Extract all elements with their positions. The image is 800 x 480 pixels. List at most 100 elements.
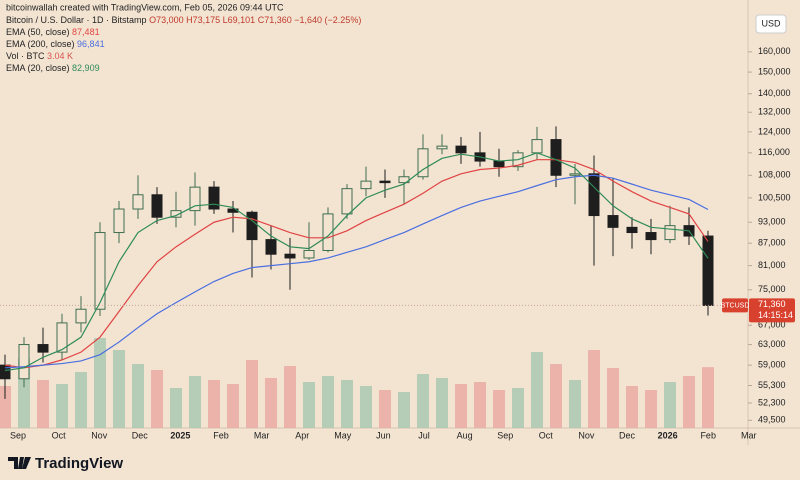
legend-name: Vol · BTC (6, 51, 45, 61)
candle-body (208, 186, 220, 210)
volume-bar (227, 384, 239, 428)
x-tick-label: Aug (457, 430, 473, 440)
y-tick-label: 108,000 (758, 170, 791, 180)
volume-bar (645, 390, 657, 428)
x-tick-label: Mar (741, 430, 757, 440)
legend-line: Vol · BTC 3.04 K (6, 51, 73, 61)
volume-bar (322, 376, 334, 428)
candle-body (360, 180, 372, 190)
y-tick-label: 100,500 (758, 192, 791, 202)
ohlc: H73,175 (186, 15, 220, 25)
volume-bar (436, 378, 448, 428)
y-tick-label: 55,300 (758, 380, 786, 390)
credit: bitcoinwallah created with TradingView.c… (6, 2, 284, 12)
volume-bar (151, 370, 163, 428)
candle-body (18, 344, 30, 380)
ohlc: O73,000 (149, 15, 184, 25)
candle-body (189, 186, 201, 212)
y-tick-label: 59,000 (758, 360, 786, 370)
symbol: Bitcoin / U.S. Dollar · 1D · Bitstamp (6, 15, 147, 25)
candle-body (455, 145, 467, 154)
volume-bar (56, 384, 68, 428)
volume-bar (94, 338, 106, 428)
volume-bar (75, 372, 87, 428)
y-tick-label: 87,000 (758, 238, 786, 248)
legend-value: 96,841 (77, 39, 105, 49)
volume-bar (683, 376, 695, 428)
x-tick-label: Dec (132, 430, 149, 440)
volume-bar (702, 367, 714, 428)
volume-bar (265, 378, 277, 428)
legend-value: 3.04 K (47, 51, 73, 61)
x-tick-label: Feb (213, 430, 229, 440)
candle-body (645, 232, 657, 241)
y-tick-label: 52,300 (758, 397, 786, 407)
candle-body (170, 210, 182, 218)
x-tick-label: Oct (539, 430, 554, 440)
candle-body (664, 225, 676, 241)
ohlc: L69,101 (223, 15, 256, 25)
volume-bar (474, 382, 486, 428)
x-tick-label: Apr (295, 430, 309, 440)
candle-body (569, 173, 581, 176)
y-tick-label: 75,000 (758, 284, 786, 294)
ema-line (4, 174, 709, 369)
x-tick-label: Dec (619, 430, 636, 440)
legend-line: EMA (200, close) 96,841 (6, 39, 105, 49)
volume-bar (626, 386, 638, 428)
y-tick-label: 124,000 (758, 126, 791, 136)
volume-bar (208, 380, 220, 428)
candle-body (626, 226, 638, 234)
y-tick-label: 49,500 (758, 415, 786, 425)
volume-bar (550, 364, 562, 428)
logo-icon (8, 457, 31, 469)
y-tick-label: 150,000 (758, 66, 791, 76)
candle-body (531, 139, 543, 154)
plot (0, 126, 714, 428)
volume-bar (170, 388, 182, 428)
candle-body (417, 148, 429, 178)
candle-body (284, 253, 296, 259)
y-tick-label: 140,000 (758, 88, 791, 98)
symbol-tag-box (722, 298, 748, 313)
y-tick-label: 93,000 (758, 217, 786, 227)
volume-bar (664, 382, 676, 428)
countdown: 14:15:14 (758, 310, 793, 320)
x-tick-label: Nov (578, 430, 595, 440)
x-tick-label: 2025 (170, 430, 190, 440)
ema-line (4, 159, 709, 369)
candle-body (379, 180, 391, 184)
volume-bar (455, 384, 467, 428)
volume-bar (246, 360, 258, 428)
candle-body (322, 213, 334, 251)
y-tick-label: 160,000 (758, 46, 791, 56)
candle-body (550, 139, 562, 176)
candle-body (94, 232, 106, 310)
volume-bar (37, 380, 49, 428)
symbol-tag: BTCUSD (721, 302, 750, 309)
brand: TradingView (35, 455, 123, 472)
candle-body (75, 308, 87, 324)
candle-body (607, 215, 619, 228)
volume-bar (607, 368, 619, 428)
candle-body (341, 188, 353, 215)
candle-body (588, 173, 600, 217)
candle-body (113, 208, 125, 234)
x-tick-label: Jul (418, 430, 430, 440)
legend-name: EMA (20, close) (6, 63, 70, 73)
currency[interactable]: USD (761, 18, 781, 28)
candle-body (151, 194, 163, 218)
change: −1,640 (−2.25%) (294, 15, 361, 25)
volume-bar (493, 390, 505, 428)
y-tick-label: 63,000 (758, 339, 786, 349)
currency-box[interactable] (755, 14, 787, 34)
legend-value: 82,909 (72, 63, 100, 73)
volume-bar (0, 386, 11, 428)
candle-body (246, 211, 258, 241)
legend: bitcoinwallah created with TradingView.c… (6, 2, 361, 73)
ema-line (4, 152, 709, 372)
volume-bar (588, 350, 600, 428)
x-tick-label: Oct (52, 430, 67, 440)
volume-bar (284, 366, 296, 428)
